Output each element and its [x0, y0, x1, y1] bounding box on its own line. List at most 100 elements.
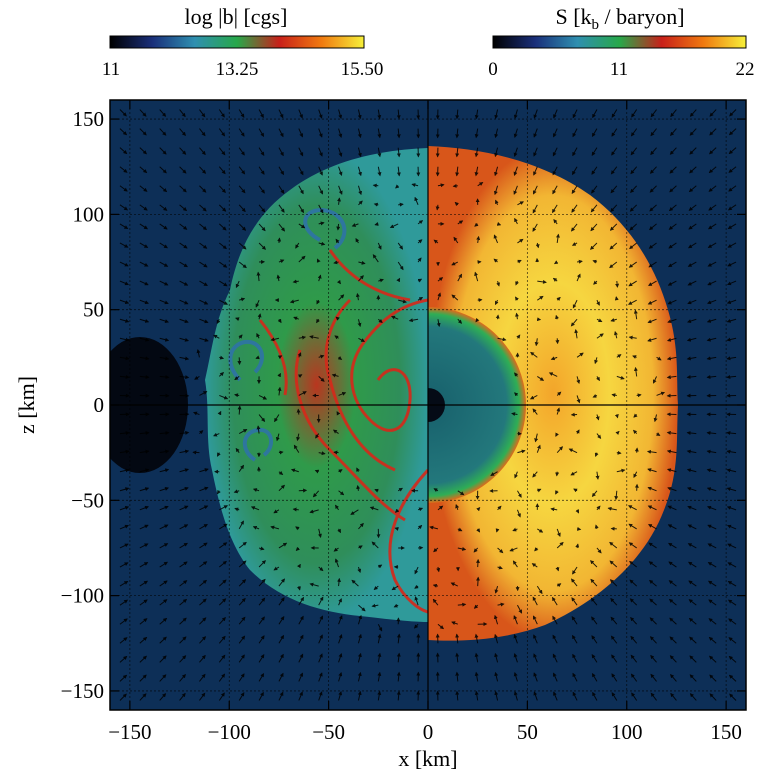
velocity-arrow — [278, 109, 284, 119]
velocity-arrow — [590, 597, 598, 606]
velocity-arrow — [495, 528, 500, 533]
velocity-arrow — [706, 337, 717, 342]
velocity-arrow — [139, 543, 149, 549]
velocity-arrow — [315, 433, 320, 439]
velocity-arrow — [610, 318, 617, 322]
velocity-arrow — [312, 490, 320, 498]
velocity-arrow — [650, 128, 657, 137]
velocity-arrow — [119, 562, 129, 568]
velocity-arrow — [451, 294, 459, 301]
velocity-arrow — [278, 223, 286, 232]
velocity-arrow — [357, 614, 363, 625]
velocity-arrow — [688, 204, 697, 211]
velocity-arrow — [398, 299, 407, 304]
velocity-arrow — [616, 375, 625, 380]
velocity-arrow — [199, 185, 207, 193]
velocity-arrow — [576, 526, 582, 531]
velocity-arrow — [686, 430, 697, 435]
velocity-arrow — [670, 692, 677, 701]
velocity-arrow — [494, 633, 499, 644]
velocity-arrow — [289, 299, 299, 304]
velocity-arrow — [594, 357, 599, 365]
velocity-arrow — [553, 109, 558, 119]
velocity-arrow — [512, 527, 518, 532]
velocity-arrow — [397, 261, 404, 271]
velocity-arrow — [277, 237, 282, 244]
velocity-arrow — [358, 275, 364, 282]
velocity-arrow — [309, 509, 319, 514]
velocity-arrow — [179, 261, 188, 268]
velocity-arrow — [726, 487, 737, 492]
velocity-arrow — [119, 599, 129, 606]
velocity-arrow — [533, 166, 538, 176]
velocity-arrow — [474, 671, 479, 682]
velocity-arrow — [571, 242, 578, 246]
velocity-arrow — [616, 354, 622, 359]
velocity-arrow — [533, 147, 538, 157]
velocity-arrow — [552, 147, 558, 157]
y-axis-label: z [km] — [14, 376, 39, 434]
velocity-arrow — [633, 309, 638, 320]
velocity-arrow — [298, 204, 304, 214]
velocity-arrow — [159, 128, 167, 136]
velocity-arrow — [336, 223, 341, 231]
velocity-arrow — [318, 166, 323, 176]
velocity-arrow — [119, 166, 128, 173]
velocity-arrow — [707, 299, 717, 305]
velocity-arrow — [610, 597, 618, 606]
velocity-arrow — [513, 634, 518, 644]
velocity-arrow — [572, 566, 578, 575]
x-tick-label: −100 — [208, 720, 251, 744]
velocity-arrow — [398, 202, 404, 207]
velocity-arrow — [199, 579, 207, 587]
velocity-arrow — [338, 634, 343, 644]
velocity-arrow — [179, 204, 188, 212]
velocity-arrow — [629, 242, 638, 250]
x-axis-label: x [km] — [398, 746, 457, 771]
velocity-arrow — [647, 505, 657, 511]
velocity-arrow — [335, 504, 339, 511]
velocity-arrow — [628, 523, 637, 530]
velocity-arrow — [669, 147, 677, 155]
velocity-arrow — [258, 109, 264, 119]
velocity-arrow — [516, 334, 521, 339]
velocity-arrow — [139, 674, 147, 682]
velocity-arrow — [414, 566, 419, 575]
velocity-arrows — [119, 109, 737, 701]
velocity-arrow — [451, 621, 458, 626]
velocity-arrow — [119, 147, 128, 155]
velocity-arrow — [537, 295, 544, 301]
velocity-arrow — [473, 547, 479, 553]
velocity-arrow — [493, 234, 499, 244]
velocity-arrow — [358, 522, 364, 530]
velocity-arrow — [455, 147, 460, 158]
velocity-arrow — [378, 278, 384, 283]
velocity-arrow — [514, 392, 519, 397]
velocity-arrow — [670, 673, 677, 682]
velocity-arrow — [335, 316, 340, 321]
velocity-arrow — [258, 691, 264, 701]
velocity-arrow — [331, 373, 339, 378]
velocity-arrow — [572, 166, 578, 176]
velocity-arrow — [119, 637, 128, 644]
velocity-arrow — [669, 617, 677, 625]
velocity-arrow — [474, 147, 479, 158]
velocity-arrow — [318, 185, 324, 195]
velocity-arrow — [179, 655, 187, 663]
velocity-arrow — [414, 596, 419, 606]
velocity-arrow — [159, 543, 169, 549]
velocity-arrow — [414, 196, 419, 206]
velocity-arrow — [295, 546, 300, 552]
velocity-arrow — [338, 653, 343, 663]
velocity-arrow — [119, 223, 129, 230]
velocity-arrow — [534, 547, 539, 552]
velocity-arrow — [139, 185, 148, 192]
velocity-arrow — [570, 578, 578, 587]
velocity-arrow — [218, 560, 227, 568]
velocity-arrow — [571, 616, 578, 625]
velocity-arrow — [396, 277, 401, 283]
velocity-arrow — [377, 166, 382, 177]
velocity-arrow — [333, 547, 339, 552]
velocity-arrow — [590, 242, 598, 250]
velocity-arrow — [238, 541, 247, 549]
